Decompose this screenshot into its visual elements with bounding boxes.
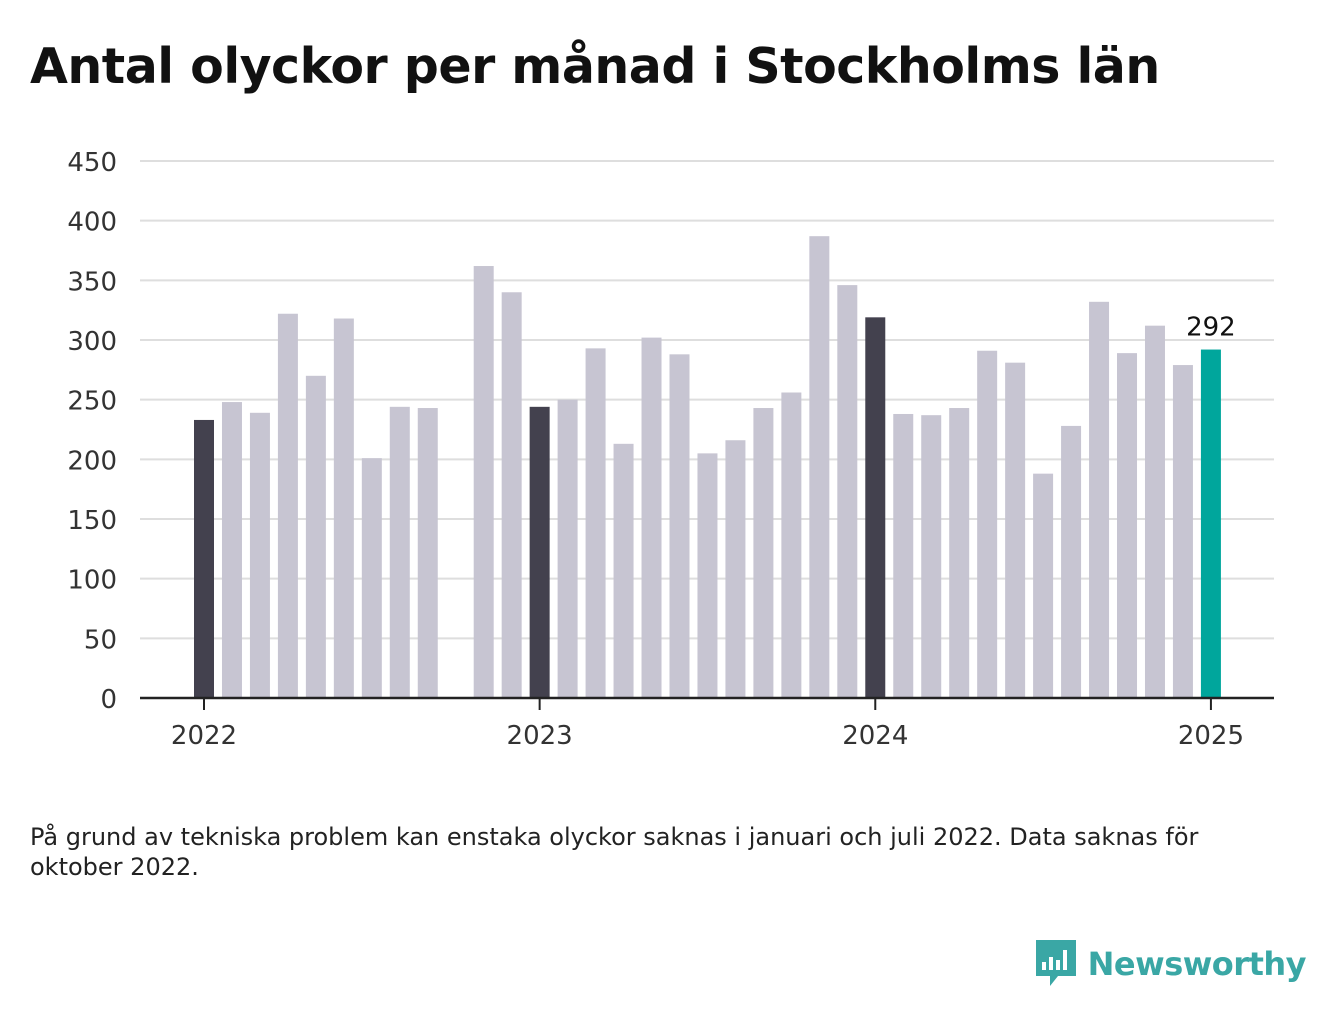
bar — [725, 440, 746, 698]
footnote: På grund av tekniska problem kan enstaka… — [30, 823, 1199, 881]
y-tick-label: 50 — [84, 625, 117, 655]
bar — [221, 402, 242, 698]
y-tick-label: 450 — [67, 148, 117, 178]
y-tick-label: 400 — [67, 208, 117, 238]
bar — [1061, 425, 1082, 698]
brand-name: Newsworthy — [1087, 945, 1307, 983]
bar — [921, 415, 942, 698]
bar — [809, 236, 830, 698]
bar — [613, 443, 634, 698]
bar — [1033, 473, 1054, 698]
bar — [501, 292, 522, 698]
labels: 0 50 100 150 200 250 300 350 400 450 292 2022 2023 20… — [67, 148, 1244, 751]
bar — [194, 419, 214, 698]
y-tick-label: 0 — [100, 685, 117, 715]
bar — [641, 337, 662, 698]
bar — [361, 458, 382, 698]
bar — [277, 313, 298, 698]
bar — [1172, 365, 1193, 698]
y-tick-label: 350 — [67, 267, 117, 297]
y-tick-label: 300 — [67, 327, 117, 357]
bar — [865, 317, 886, 698]
bar-chart: 0 50 100 150 200 250 300 350 400 450 292 2022 2023 20… — [67, 148, 1274, 751]
bar — [389, 406, 410, 698]
y-tick-label: 250 — [67, 387, 117, 417]
bar — [333, 318, 354, 698]
bar — [529, 406, 550, 698]
bar — [977, 350, 998, 698]
y-tick-label: 150 — [67, 506, 117, 536]
axes — [140, 696, 1274, 710]
bar — [417, 408, 438, 698]
bar — [1005, 362, 1026, 698]
x-tick-label: 2023 — [507, 721, 573, 751]
bar — [837, 285, 858, 698]
bars — [194, 236, 1221, 698]
bar — [669, 354, 690, 698]
x-tick-label: 2024 — [842, 721, 908, 751]
bar — [1144, 325, 1165, 698]
bar-latest — [1200, 349, 1221, 698]
bar — [949, 408, 970, 698]
newsworthy-logo-icon — [1035, 940, 1076, 986]
bar — [585, 348, 606, 698]
bar — [305, 375, 326, 698]
bar — [473, 266, 494, 698]
x-tick-label: 2022 — [171, 721, 237, 751]
bar — [893, 413, 914, 698]
bar — [697, 453, 718, 698]
y-tick-label: 100 — [67, 566, 117, 596]
y-tick-label: 200 — [67, 446, 117, 476]
bar — [753, 408, 774, 698]
chart-title: Antal olyckor per månad i Stockholms län — [30, 38, 1160, 95]
newsworthy-logo[interactable]: Newsworthy — [1035, 940, 1307, 988]
bar — [249, 412, 270, 698]
bar — [557, 399, 578, 698]
latest-value-label: 292 — [1186, 313, 1236, 343]
bar — [781, 392, 802, 698]
bar — [1089, 301, 1110, 698]
bar — [1117, 353, 1138, 698]
x-tick-label: 2025 — [1178, 721, 1244, 751]
